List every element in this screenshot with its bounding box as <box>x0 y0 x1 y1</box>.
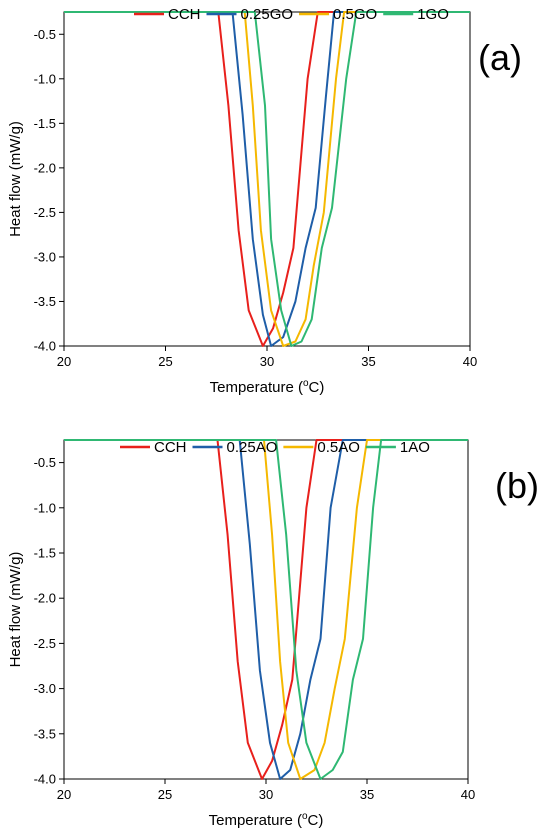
y-tick-label: -4.0 <box>34 772 56 787</box>
legend-label-0.25go: 0.25GO <box>241 6 294 23</box>
legend-label-1ao: 1AO <box>400 439 430 456</box>
series-line-1go <box>64 11 470 347</box>
legend-label-cch: CCH <box>168 6 201 23</box>
series-line-1ao <box>64 439 468 780</box>
y-tick-label: -1.0 <box>34 71 56 86</box>
y-tick-label: -2.5 <box>34 205 56 220</box>
y-tick-label: -2.0 <box>34 591 56 606</box>
y-tick-label: -1.5 <box>34 546 56 561</box>
series-line-0.5ao <box>64 439 468 780</box>
y-tick-label: -3.5 <box>34 294 56 309</box>
series-line-0.25ao <box>64 439 468 780</box>
y-tick-label: -2.0 <box>34 160 56 175</box>
x-axis-label: Temperature (oC) <box>210 378 325 396</box>
x-tick-label: 40 <box>463 354 477 369</box>
y-tick-label: -3.5 <box>34 726 56 741</box>
x-tick-label: 30 <box>259 787 273 802</box>
x-tick-label: 30 <box>260 354 274 369</box>
plot-frame <box>63 439 469 780</box>
y-tick-label: -4.0 <box>34 339 56 354</box>
y-tick-label: -1.5 <box>34 116 56 131</box>
y-tick-label: -0.5 <box>34 455 56 470</box>
series-line-cch <box>64 11 470 347</box>
series-line-cch <box>64 439 468 780</box>
y-tick-label: -1.0 <box>34 500 56 515</box>
y-tick-label: -0.5 <box>34 27 56 42</box>
legend-label-0.5go: 0.5GO <box>333 6 377 23</box>
panel-label: (b) <box>495 465 539 506</box>
chart-panel-2: 20 25 30 35 40 -0.5 -1.0 -1.5 -2.0 -2.5 -3.0 -3.5 -4… <box>7 439 539 829</box>
x-tick-label: 35 <box>360 787 374 802</box>
legend-label-1go: 1GO <box>417 6 449 23</box>
x-tick-label: 25 <box>158 787 172 802</box>
x-axis-label: Temperature (oC) <box>209 811 324 829</box>
y-axis-label: Heat flow (mW/g) <box>7 121 24 237</box>
legend-label-0.5ao: 0.5AO <box>317 439 360 456</box>
series-line-0.25go <box>64 11 470 347</box>
x-tick-label: 35 <box>361 354 375 369</box>
y-tick-label: -3.0 <box>34 249 56 264</box>
y-tick-label: -2.5 <box>34 636 56 651</box>
y-axis-label: Heat flow (mW/g) <box>7 552 24 668</box>
series-line-0.5go <box>64 11 470 347</box>
x-tick-label: 40 <box>461 787 475 802</box>
plot-frame <box>63 11 471 347</box>
chart-panel-1: 20 25 30 35 40 -0.5 -1.0 -1.5 -2.0 -2.5 -3.0 -3.5 -4… <box>7 6 522 396</box>
legend-label-0.25ao: 0.25AO <box>227 439 278 456</box>
x-tick-label: 20 <box>57 787 71 802</box>
x-tick-label: 20 <box>57 354 71 369</box>
legend-label-cch: CCH <box>154 439 187 456</box>
panel-label: (a) <box>478 37 522 78</box>
x-tick-label: 25 <box>158 354 172 369</box>
y-tick-label: -3.0 <box>34 681 56 696</box>
